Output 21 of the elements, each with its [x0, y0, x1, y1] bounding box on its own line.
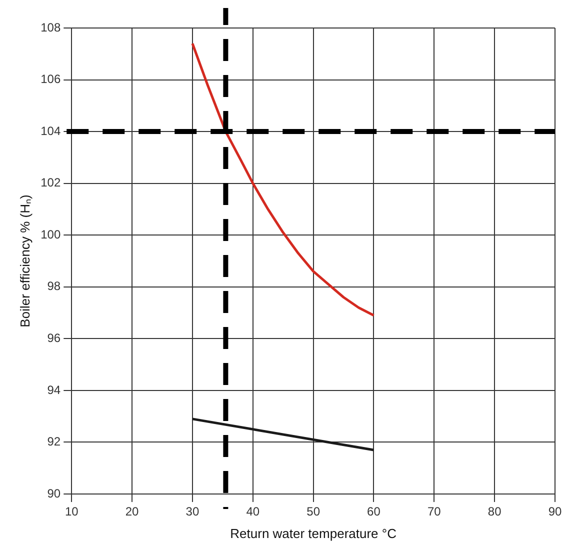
y-tick-label: 94 — [47, 382, 61, 397]
y-tick-label: 98 — [47, 279, 61, 294]
x-tick-label: 60 — [367, 504, 381, 519]
y-tick-label: 104 — [40, 124, 61, 138]
y-tick-label: 106 — [40, 72, 61, 86]
x-tick-label: 70 — [427, 504, 442, 519]
y-tick-label: 100 — [40, 227, 61, 242]
y-tick-label: 102 — [40, 176, 61, 190]
x-axis-title: Return water temperature °C — [230, 526, 396, 541]
x-tick-label: 50 — [306, 504, 320, 519]
y-axis-title: Boiler efficiency % (Hₙ) — [17, 194, 32, 328]
x-tick-label: 80 — [488, 504, 502, 519]
y-tick-label: 96 — [47, 330, 61, 345]
x-tick-label: 10 — [64, 504, 79, 519]
x-tick-label: 30 — [186, 504, 200, 519]
x-tick-label: 20 — [125, 504, 140, 519]
y-tick-label: 108 — [40, 20, 61, 34]
y-tick-label: 90 — [47, 486, 61, 500]
y-tick-label: 92 — [47, 434, 61, 449]
x-tick-label: 40 — [246, 504, 260, 519]
x-tick-label: 90 — [548, 504, 562, 519]
